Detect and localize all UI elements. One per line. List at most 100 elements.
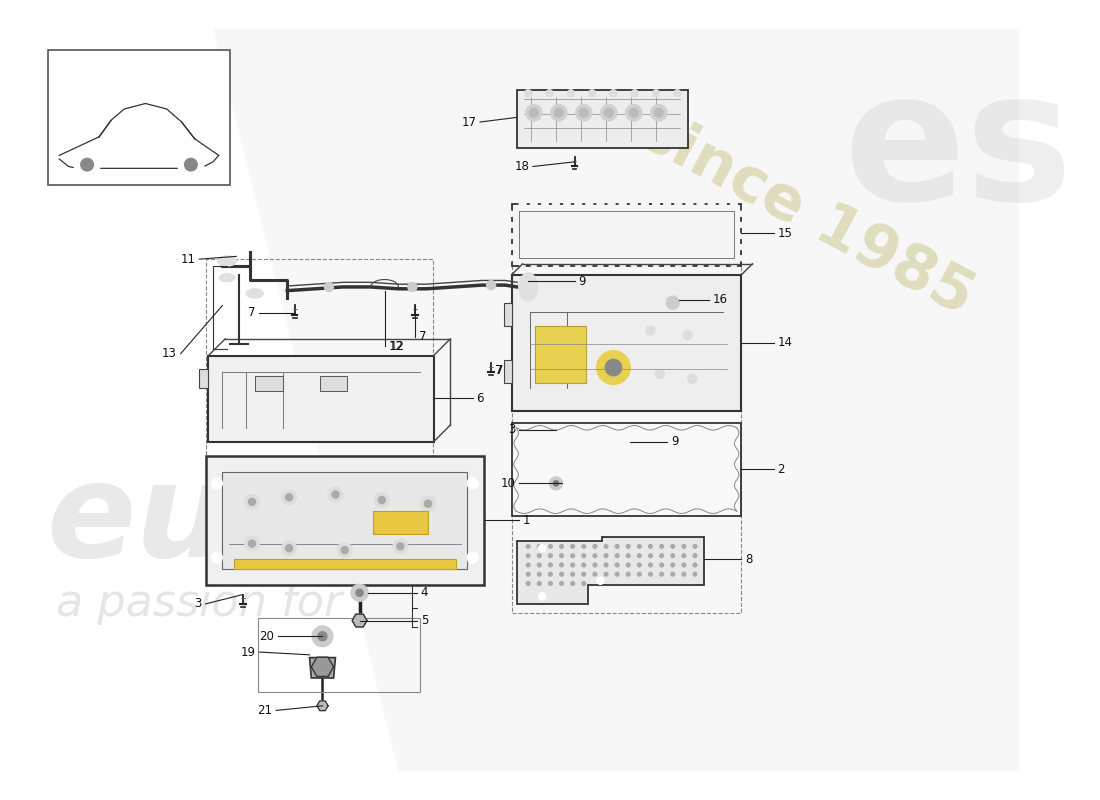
Circle shape <box>508 234 515 238</box>
Circle shape <box>374 493 389 507</box>
Bar <box>48 50 230 185</box>
Circle shape <box>508 222 515 228</box>
Circle shape <box>663 200 671 207</box>
Circle shape <box>638 572 641 576</box>
Circle shape <box>738 222 744 228</box>
Circle shape <box>641 200 649 207</box>
Circle shape <box>615 554 619 558</box>
Ellipse shape <box>220 274 234 282</box>
Circle shape <box>619 200 626 207</box>
Circle shape <box>586 263 592 269</box>
Bar <box>512 203 741 266</box>
Polygon shape <box>317 701 328 710</box>
Circle shape <box>550 477 562 490</box>
Ellipse shape <box>519 273 538 301</box>
Polygon shape <box>517 537 704 604</box>
Circle shape <box>656 370 664 378</box>
Circle shape <box>608 263 615 269</box>
Circle shape <box>244 536 260 551</box>
Circle shape <box>671 545 674 548</box>
Text: 7: 7 <box>419 330 427 343</box>
Text: 18: 18 <box>514 160 529 173</box>
Circle shape <box>597 200 604 207</box>
Circle shape <box>519 200 526 207</box>
Circle shape <box>664 263 670 269</box>
Circle shape <box>660 554 663 558</box>
Circle shape <box>615 563 619 566</box>
Bar <box>517 90 688 148</box>
Text: 21: 21 <box>257 704 273 717</box>
Circle shape <box>520 263 526 269</box>
Circle shape <box>571 563 574 566</box>
Circle shape <box>597 577 604 585</box>
Bar <box>512 423 741 516</box>
Circle shape <box>650 105 668 121</box>
Circle shape <box>249 498 256 506</box>
Circle shape <box>526 563 530 566</box>
Circle shape <box>588 90 596 97</box>
Circle shape <box>626 563 630 566</box>
Circle shape <box>571 545 574 548</box>
Circle shape <box>393 539 408 554</box>
Circle shape <box>654 108 663 118</box>
Circle shape <box>738 211 744 217</box>
Circle shape <box>538 545 546 552</box>
Circle shape <box>582 554 585 558</box>
Circle shape <box>608 200 615 207</box>
Circle shape <box>631 263 637 269</box>
Circle shape <box>550 105 568 121</box>
Circle shape <box>604 108 614 118</box>
Text: 14: 14 <box>778 336 792 349</box>
Circle shape <box>378 496 385 504</box>
Circle shape <box>526 554 530 558</box>
Circle shape <box>626 105 642 121</box>
Circle shape <box>351 585 367 601</box>
Text: 3: 3 <box>195 598 202 610</box>
Polygon shape <box>199 370 209 388</box>
Circle shape <box>549 572 552 576</box>
Circle shape <box>574 200 582 207</box>
Text: 2: 2 <box>778 463 785 476</box>
Text: 7: 7 <box>496 364 504 377</box>
Circle shape <box>688 374 696 383</box>
Circle shape <box>660 545 663 548</box>
Circle shape <box>571 572 574 576</box>
Circle shape <box>468 552 478 563</box>
Ellipse shape <box>246 289 263 298</box>
Circle shape <box>560 545 563 548</box>
Circle shape <box>579 108 588 118</box>
Polygon shape <box>311 658 333 677</box>
Circle shape <box>80 158 94 171</box>
Circle shape <box>686 263 692 269</box>
Circle shape <box>568 90 574 97</box>
Text: 5: 5 <box>420 614 428 627</box>
Circle shape <box>593 554 597 558</box>
Circle shape <box>738 255 744 261</box>
Circle shape <box>629 108 638 118</box>
Circle shape <box>541 200 549 207</box>
Circle shape <box>549 563 552 566</box>
Circle shape <box>682 554 685 558</box>
Circle shape <box>638 545 641 548</box>
Circle shape <box>626 554 630 558</box>
Polygon shape <box>233 559 455 569</box>
Circle shape <box>620 263 626 269</box>
Circle shape <box>552 200 560 207</box>
Circle shape <box>74 152 100 178</box>
Text: 7: 7 <box>495 364 503 377</box>
Polygon shape <box>535 326 585 383</box>
Circle shape <box>667 296 679 309</box>
Circle shape <box>560 582 563 586</box>
Circle shape <box>571 582 574 586</box>
Circle shape <box>582 545 585 548</box>
Circle shape <box>604 545 608 548</box>
Circle shape <box>397 542 404 550</box>
Circle shape <box>553 481 559 486</box>
Text: 1: 1 <box>522 514 530 527</box>
Circle shape <box>244 494 260 510</box>
Circle shape <box>538 582 541 586</box>
Circle shape <box>708 263 714 269</box>
Circle shape <box>585 200 593 207</box>
Circle shape <box>693 563 696 566</box>
Circle shape <box>560 554 563 558</box>
